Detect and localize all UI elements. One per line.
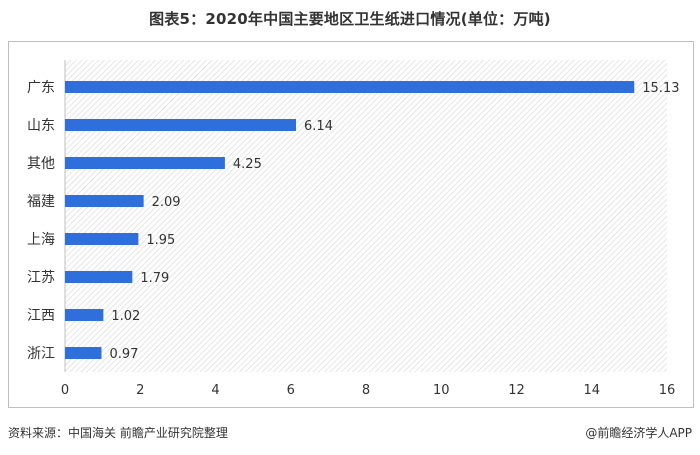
value-label-3: 4.25 xyxy=(233,157,262,172)
chart-title: 图表5：2020年中国主要地区卫生纸进口情况(单位：万吨) xyxy=(149,10,551,28)
category-label-3: 其他 xyxy=(27,156,55,172)
x-tick-label-5: 8 xyxy=(362,383,370,398)
value-label-7: 1.02 xyxy=(111,309,140,324)
x-tick-label-4: 6 xyxy=(287,383,295,398)
x-tick-label-2: 2 xyxy=(136,383,144,398)
category-label-2: 山东 xyxy=(27,118,55,134)
value-label-6: 1.79 xyxy=(140,271,169,286)
category-label-1: 广东 xyxy=(27,80,55,96)
category-label-5: 上海 xyxy=(27,232,55,248)
chart-frame: 15.13 广东 6.14 山东 4.25 其他 2.09 福建 1.95 上海 1.79 江苏 1.0… xyxy=(8,41,694,408)
bar-1 xyxy=(65,81,635,93)
brand-watermark-text: @前瞻经济学人APP xyxy=(585,426,692,440)
value-label-5: 1.95 xyxy=(146,233,175,248)
x-tick-label-9: 16 xyxy=(659,383,676,398)
bar-chart: 15.13 广东 6.14 山东 4.25 其他 2.09 福建 1.95 上海 1.79 江苏 1.0… xyxy=(27,60,679,398)
category-label-6: 江苏 xyxy=(27,270,55,286)
bar-5 xyxy=(65,233,139,245)
x-tick-label-1: 0 xyxy=(61,383,69,398)
value-label-2: 6.14 xyxy=(304,119,333,134)
bar-8 xyxy=(65,347,102,359)
x-tick-label-8: 14 xyxy=(583,383,600,398)
value-label-8: 0.97 xyxy=(109,347,138,362)
bar-7 xyxy=(65,309,104,321)
category-label-7: 江西 xyxy=(27,308,55,324)
plot-area-background xyxy=(65,60,667,372)
bar-2 xyxy=(65,119,297,131)
x-tick-label-6: 10 xyxy=(433,383,450,398)
source-note: 资料来源：中国海关 前瞻产业研究院整理 xyxy=(8,426,228,440)
x-tick-label-7: 12 xyxy=(508,383,525,398)
category-label-8: 浙江 xyxy=(27,346,55,362)
value-label-4: 2.09 xyxy=(152,195,181,210)
bar-3 xyxy=(65,157,225,169)
value-label-1: 15.13 xyxy=(642,81,679,96)
x-tick-label-3: 4 xyxy=(211,383,219,398)
bar-6 xyxy=(65,271,133,283)
bar-4 xyxy=(65,195,144,207)
category-label-4: 福建 xyxy=(27,194,55,210)
